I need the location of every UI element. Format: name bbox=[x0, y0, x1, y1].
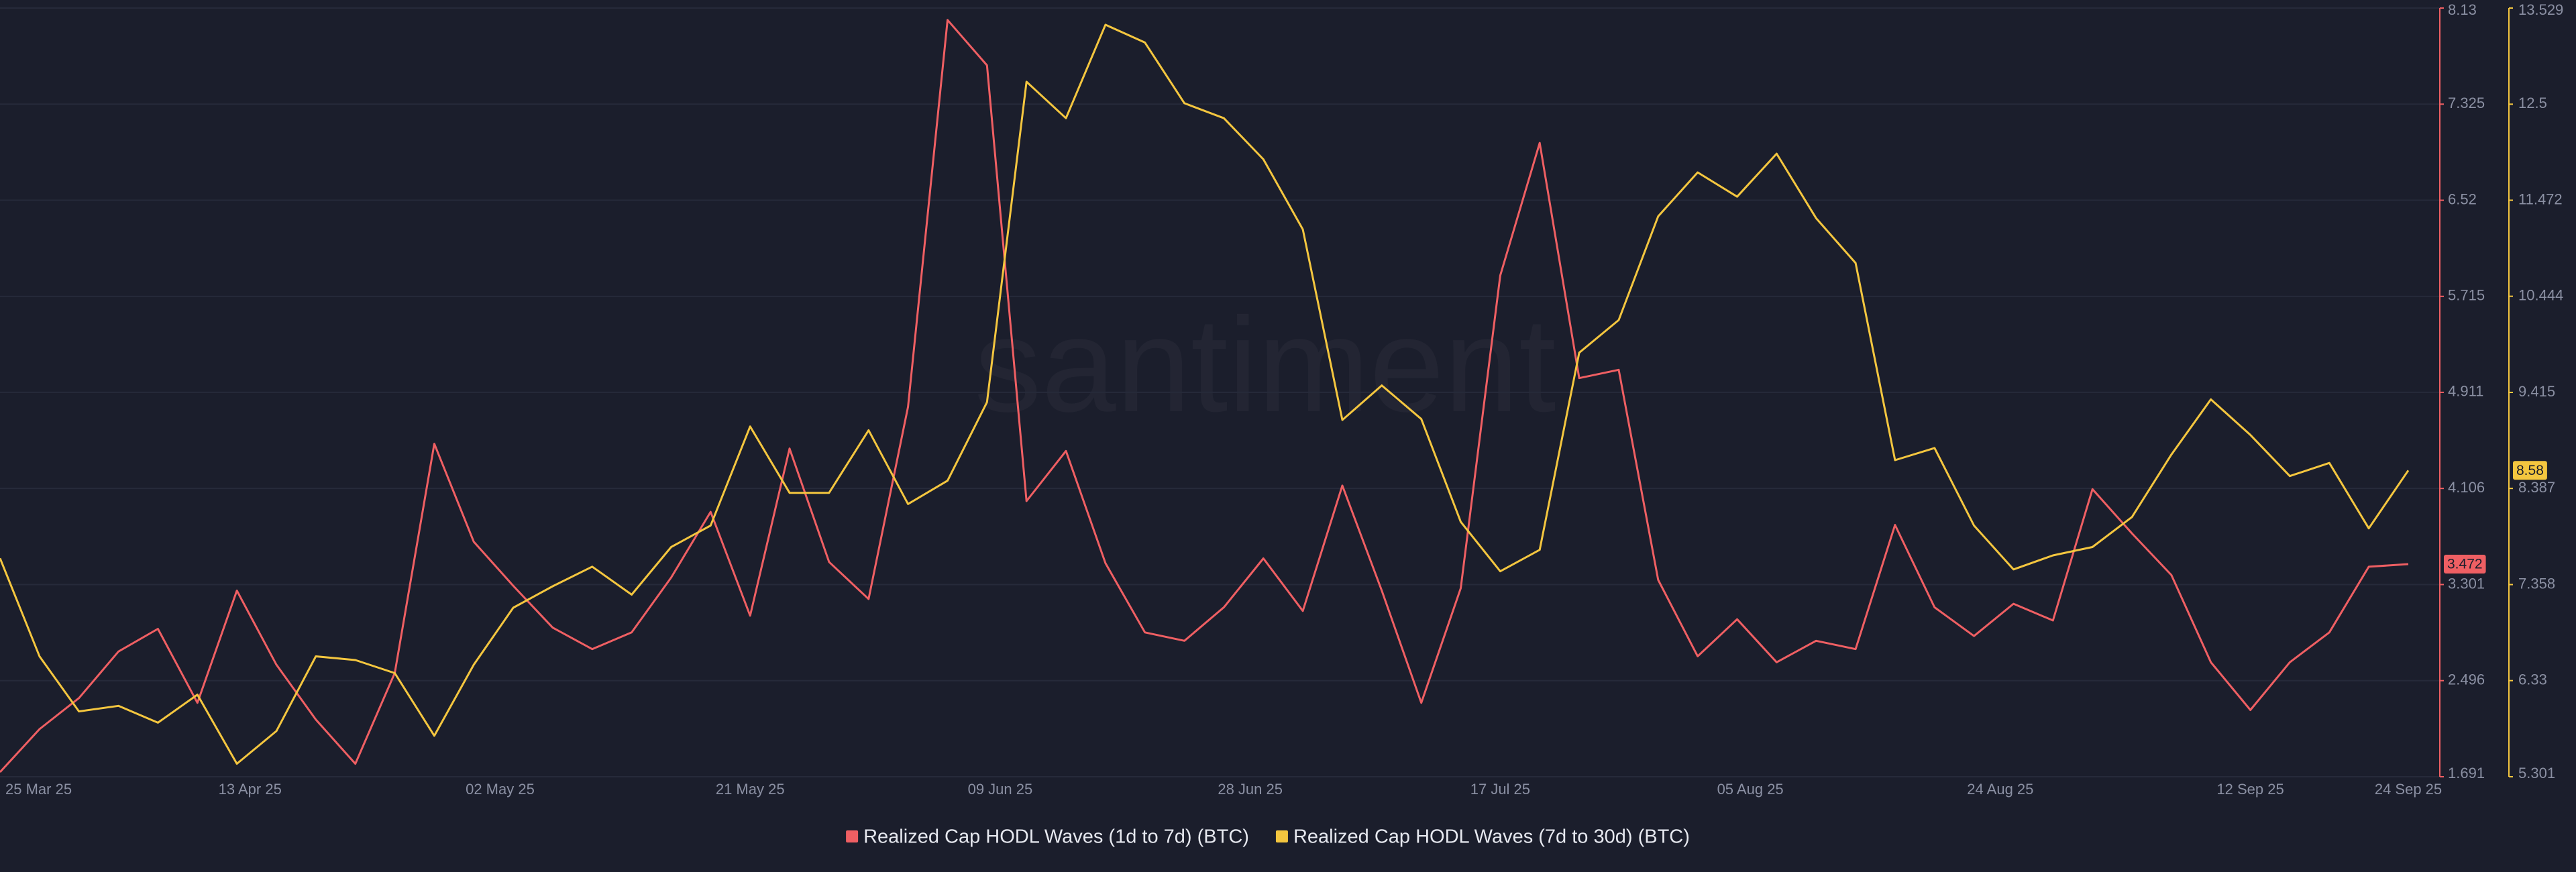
last-value-badge bbox=[2513, 461, 2547, 480]
x-tick-label: 28 Jun 25 bbox=[1218, 781, 1283, 798]
last-value-label: 3.472 bbox=[2447, 557, 2483, 572]
x-tick-label: 24 Aug 25 bbox=[1967, 781, 2033, 798]
y-tick-label: 1.691 bbox=[2448, 765, 2485, 781]
legend-label: Realized Cap HODL Waves (1d to 7d) (BTC) bbox=[863, 826, 1249, 848]
x-tick-label: 09 Jun 25 bbox=[968, 781, 1033, 798]
y2-tick-label: 10.444 bbox=[2518, 286, 2563, 303]
legend-swatch bbox=[846, 830, 859, 842]
y2-tick-label: 6.33 bbox=[2518, 671, 2547, 688]
x-tick-label: 13 Apr 25 bbox=[219, 781, 282, 798]
legend: Realized Cap HODL Waves (1d to 7d) (BTC)… bbox=[846, 826, 1690, 848]
y-tick-label: 7.325 bbox=[2448, 95, 2485, 111]
y2-tick-label: 5.301 bbox=[2518, 765, 2555, 781]
y2-tick-label: 12.5 bbox=[2518, 95, 2547, 111]
y-tick-label: 3.301 bbox=[2448, 575, 2485, 592]
y-tick-label: 5.715 bbox=[2448, 287, 2485, 304]
legend-swatch bbox=[1275, 830, 1288, 842]
series-line bbox=[0, 23, 2410, 765]
y-tick-label: 4.106 bbox=[2448, 479, 2485, 496]
y-tick-label: 8.13 bbox=[2448, 1, 2477, 18]
x-tick-label: 25 Mar 25 bbox=[5, 781, 72, 798]
y-tick-label: 2.496 bbox=[2448, 671, 2485, 688]
last-value-label: 8.58 bbox=[2516, 463, 2544, 478]
last-value-badge bbox=[2444, 555, 2486, 574]
y2-tick-label: 13.529 bbox=[2518, 1, 2563, 18]
y-tick-label: 6.52 bbox=[2448, 190, 2477, 207]
y2-tick-label: 11.472 bbox=[2518, 190, 2563, 207]
x-tick-label: 12 Sep 25 bbox=[2216, 781, 2284, 798]
x-tick-label: 02 May 25 bbox=[466, 781, 535, 798]
y2-tick-label: 7.358 bbox=[2518, 575, 2555, 592]
y2-tick-label: 9.415 bbox=[2518, 383, 2555, 400]
x-tick-label: 21 May 25 bbox=[716, 781, 785, 798]
x-tick-label: 05 Aug 25 bbox=[1717, 781, 1784, 798]
x-tick-label: 24 Sep 25 bbox=[2375, 781, 2442, 798]
y-tick-label: 4.911 bbox=[2448, 383, 2483, 400]
series-line bbox=[0, 19, 2409, 773]
y2-tick-label: 8.387 bbox=[2518, 479, 2555, 496]
x-tick-label: 17 Jul 25 bbox=[1470, 781, 1530, 798]
legend-label: Realized Cap HODL Waves (7d to 30d) (BTC… bbox=[1293, 826, 1690, 848]
watermark: santiment bbox=[974, 290, 1556, 440]
